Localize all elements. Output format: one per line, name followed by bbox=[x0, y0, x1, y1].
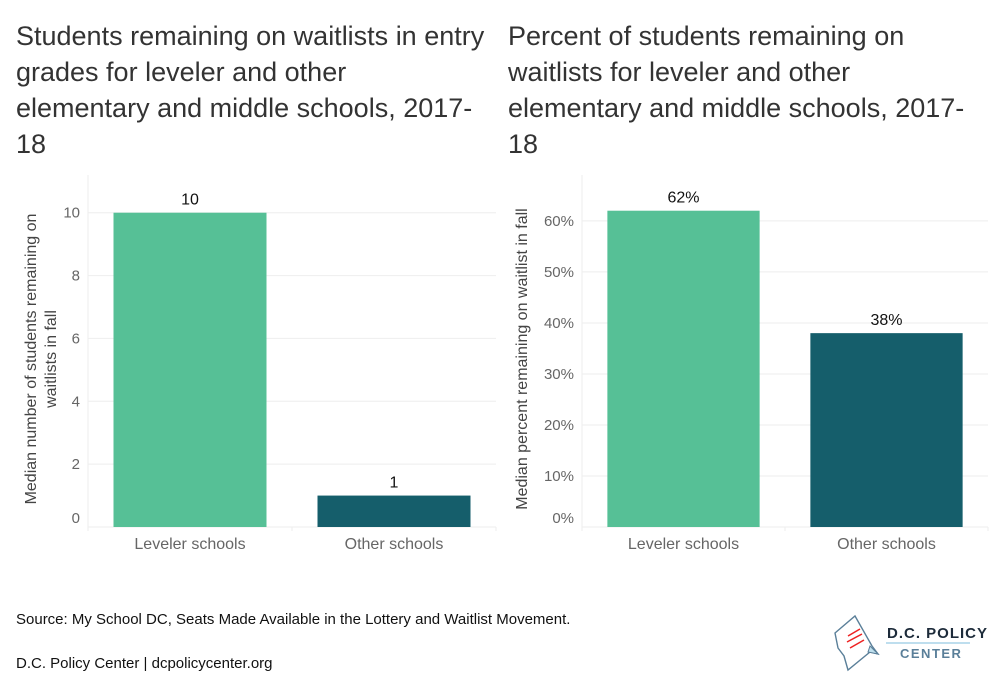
y-tick-label: 30% bbox=[544, 366, 574, 383]
y-tick-label: 10 bbox=[63, 205, 80, 222]
data-label: 1 bbox=[390, 475, 399, 492]
logo-line1: D.C. POLICY bbox=[887, 625, 988, 642]
y-tick-label: 10% bbox=[544, 468, 574, 485]
footer-credit: D.C. Policy Center | dcpolicycenter.org bbox=[16, 655, 273, 672]
y-tick-label: 4 bbox=[72, 393, 80, 410]
y-tick-label: 60% bbox=[544, 213, 574, 230]
x-category-label: Leveler schools bbox=[628, 536, 739, 553]
y-axis-label: waitlists in fall bbox=[43, 310, 60, 409]
bar-leveler-schools bbox=[113, 212, 267, 527]
y-axis-label: Median number of students remaining on bbox=[23, 214, 40, 505]
chart-title-right: Percent of students remaining on waitlis… bbox=[508, 21, 965, 159]
dc-policy-center-logo: D.C. POLICY CENTER bbox=[830, 612, 990, 672]
bar-leveler-schools bbox=[607, 210, 760, 527]
y-tick-label: 0% bbox=[552, 510, 574, 527]
bar-other-schools bbox=[317, 495, 471, 527]
data-label: 10 bbox=[181, 192, 199, 209]
y-tick-label: 0 bbox=[72, 510, 80, 527]
source-note: Source: My School DC, Seats Made Availab… bbox=[16, 611, 571, 628]
x-category-label: Leveler schools bbox=[134, 536, 245, 553]
y-tick-label: 6 bbox=[72, 330, 80, 347]
y-axis-label: Median percent remaining on waitlist in … bbox=[514, 208, 531, 509]
y-tick-label: 20% bbox=[544, 417, 574, 434]
x-category-label: Other schools bbox=[345, 536, 444, 553]
y-tick-label: 50% bbox=[544, 264, 574, 281]
y-tick-label: 40% bbox=[544, 315, 574, 332]
y-tick-label: 8 bbox=[72, 268, 80, 285]
logo-line2: CENTER bbox=[900, 646, 962, 661]
bar-other-schools bbox=[810, 333, 963, 527]
logo-map-icon: D.C. POLICY CENTER bbox=[834, 614, 988, 672]
data-label: 62% bbox=[667, 190, 699, 207]
data-label: 38% bbox=[870, 312, 902, 329]
chart-title-left: Students remaining on waitlists in entry… bbox=[16, 21, 485, 159]
x-category-label: Other schools bbox=[837, 536, 936, 553]
y-tick-label: 2 bbox=[72, 456, 80, 473]
